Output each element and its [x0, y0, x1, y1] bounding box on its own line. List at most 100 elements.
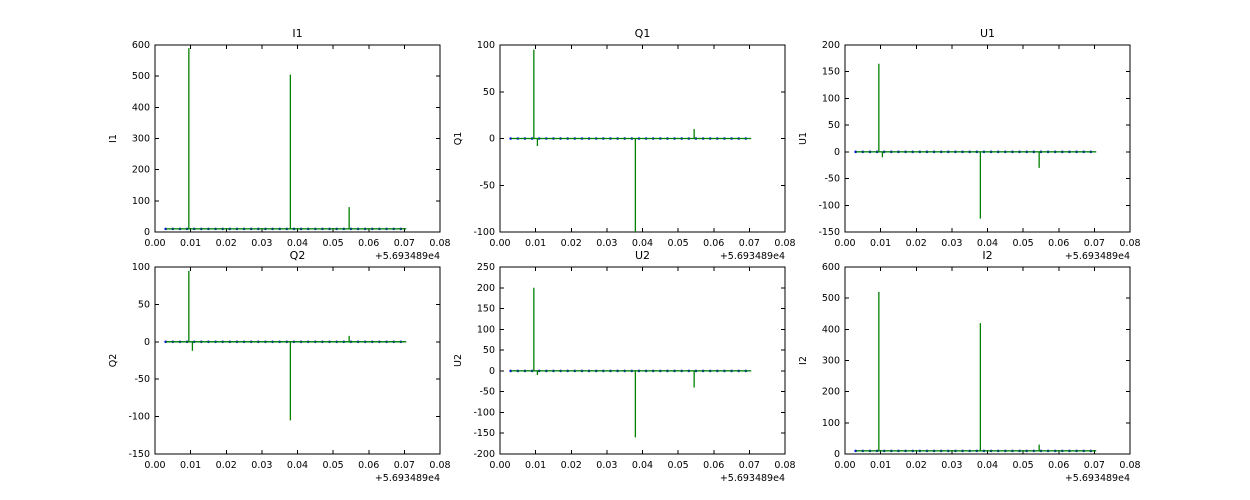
axes-frame	[499, 266, 786, 455]
axes-frame	[154, 44, 441, 233]
y-tick-label: -100	[128, 412, 150, 423]
x-tick-label: 0.00	[144, 238, 165, 249]
x-tick-label: 0.01	[180, 460, 201, 471]
x-tick-label: 0.00	[834, 238, 855, 249]
y-tick-label: 300	[132, 134, 150, 145]
y-tick-label: 0	[144, 337, 150, 348]
subplot-title: I1	[292, 27, 302, 40]
x-offset-label: +5.693489e4	[1065, 473, 1130, 484]
x-tick-label: 0.01	[525, 460, 546, 471]
subplot-title: Q1	[635, 27, 651, 40]
x-tick-label: 0.01	[870, 460, 891, 471]
y-tick-label: 500	[132, 71, 150, 82]
y-tick-label: 200	[477, 283, 495, 294]
x-tick-label: 0.07	[739, 238, 760, 249]
y-tick-label: 600	[132, 40, 150, 51]
x-tick-label: 0.05	[323, 460, 344, 471]
spike-series	[165, 270, 407, 421]
subplot-title: U2	[635, 249, 650, 262]
subplot-title: I2	[982, 249, 992, 262]
y-tick-label: 500	[822, 293, 840, 304]
x-tick-label: 0.08	[1119, 460, 1140, 471]
x-tick-label: 0.07	[1084, 460, 1105, 471]
x-tick-label: 0.00	[489, 460, 510, 471]
subplot-title: Q2	[290, 249, 306, 262]
axis-ticks	[844, 44, 1131, 233]
x-tick-label: 0.02	[906, 460, 927, 471]
x-tick-label: 0.08	[429, 238, 450, 249]
x-tick-label: 0.06	[1048, 460, 1069, 471]
x-tick-label: 0.03	[251, 238, 272, 249]
x-tick-label: 0.06	[703, 238, 724, 249]
x-tick-label: 0.05	[1013, 238, 1034, 249]
y-axis-label: U1	[798, 132, 809, 145]
y-tick-label: 150	[822, 67, 840, 78]
y-axis-label: I1	[108, 134, 119, 143]
axes-frame	[154, 266, 441, 455]
x-tick-label: 0.02	[216, 460, 237, 471]
x-tick-label: 0.05	[668, 460, 689, 471]
spike-series	[165, 48, 407, 230]
y-tick-label: 100	[822, 418, 840, 429]
x-offset-label: +5.693489e4	[375, 251, 440, 262]
y-tick-label: 400	[132, 102, 150, 113]
x-tick-label: 0.03	[251, 460, 272, 471]
y-tick-label: 50	[483, 345, 495, 356]
subplot-title: U1	[980, 27, 995, 40]
y-axis-label: Q1	[453, 132, 464, 146]
x-tick-label: 0.04	[287, 460, 308, 471]
subplot-Q1: 0.00 0.01 0.02 0.03 0.04 0.05 0.06 0.07 0.08 -100…	[453, 27, 796, 262]
y-tick-label: 50	[483, 87, 495, 98]
x-tick-label: 0.07	[1084, 238, 1105, 249]
y-tick-label: 0	[144, 227, 150, 238]
x-tick-label: 0.07	[739, 460, 760, 471]
x-tick-label: 0.02	[561, 460, 582, 471]
x-tick-label: 0.06	[1048, 238, 1069, 249]
x-offset-label: +5.693489e4	[375, 473, 440, 484]
y-tick-label: -50	[479, 387, 495, 398]
spike-series	[855, 63, 1097, 219]
spike-series	[510, 49, 752, 232]
y-tick-label: -50	[134, 374, 150, 385]
x-tick-label: 0.04	[977, 238, 998, 249]
subplot-U1: 0.00 0.01 0.02 0.03 0.04 0.05 0.06 0.07 0.08 -150…	[798, 27, 1141, 262]
x-tick-label: 0.05	[668, 238, 689, 249]
x-offset-label: +5.693489e4	[1065, 251, 1130, 262]
x-tick-label: 0.00	[144, 460, 165, 471]
x-tick-label: 0.05	[1013, 460, 1034, 471]
x-tick-label: 0.00	[489, 238, 510, 249]
x-tick-label: 0.02	[216, 238, 237, 249]
y-axis-label: I2	[798, 356, 809, 365]
x-offset-label: +5.693489e4	[720, 251, 785, 262]
axis-ticks	[844, 266, 1131, 455]
y-tick-label: -50	[824, 174, 840, 185]
x-tick-label: 0.08	[429, 460, 450, 471]
y-tick-label: -150	[818, 227, 840, 238]
y-tick-label: 100	[477, 40, 495, 51]
y-tick-label: 200	[822, 40, 840, 51]
axes-frame	[844, 44, 1131, 233]
y-axis-label: Q2	[108, 354, 119, 368]
y-tick-label: 50	[138, 299, 150, 310]
x-tick-label: 0.03	[941, 238, 962, 249]
x-offset-label: +5.693489e4	[720, 473, 785, 484]
y-tick-label: 0	[834, 449, 840, 460]
y-tick-label: -100	[818, 200, 840, 211]
y-tick-label: 0	[489, 366, 495, 377]
x-tick-label: 0.08	[1119, 238, 1140, 249]
y-tick-label: -100	[473, 407, 495, 418]
subplot-I1: 0.00 0.01 0.02 0.03 0.04 0.05 0.06 0.07 0.08 0 100…	[108, 27, 451, 262]
axis-ticks	[154, 44, 441, 233]
y-tick-label: 100	[477, 324, 495, 335]
subplot-I2: 0.00 0.01 0.02 0.03 0.04 0.05 0.06 0.07 0.08 0 100…	[798, 249, 1141, 484]
spike-series	[510, 287, 752, 438]
spike-series	[855, 291, 1097, 452]
x-tick-label: 0.04	[977, 460, 998, 471]
axis-ticks	[154, 266, 441, 455]
x-tick-label: 0.03	[596, 238, 617, 249]
x-tick-label: 0.07	[394, 460, 415, 471]
x-tick-label: 0.00	[834, 460, 855, 471]
y-tick-label: 600	[822, 262, 840, 273]
